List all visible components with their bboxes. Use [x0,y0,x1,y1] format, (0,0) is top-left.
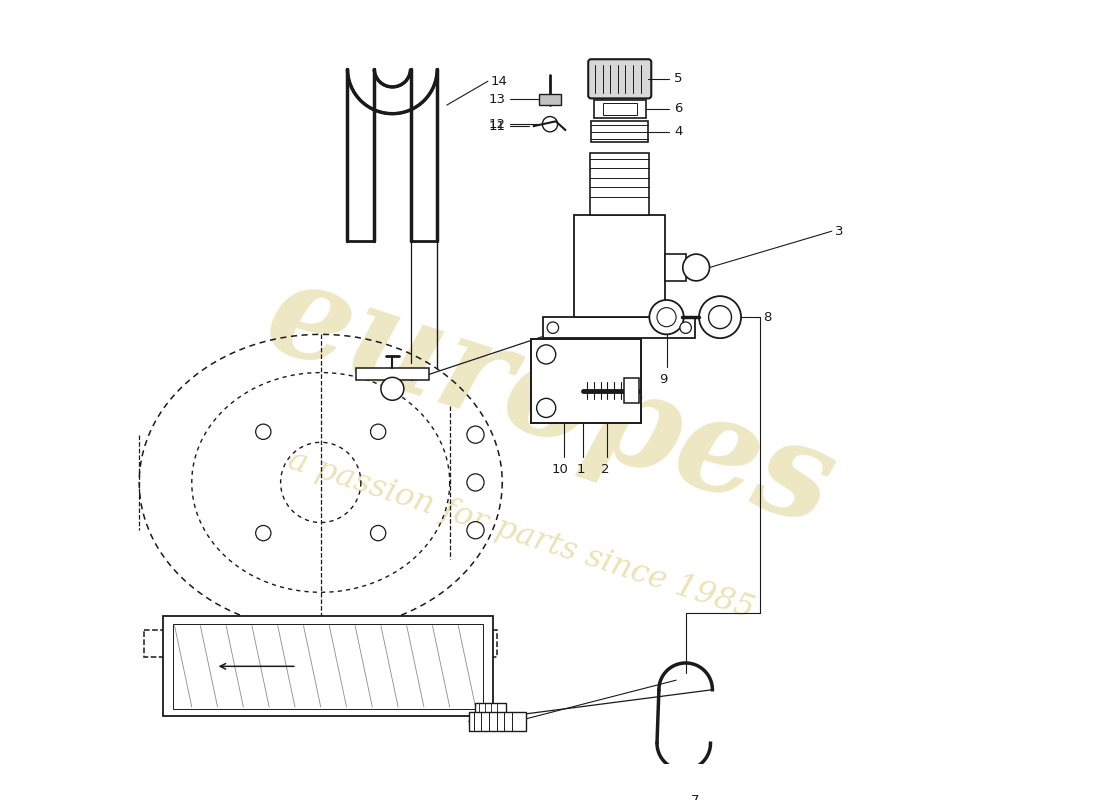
Text: 12: 12 [488,118,505,130]
Circle shape [649,300,684,334]
Bar [590,153,649,215]
Bar [543,317,695,338]
Circle shape [371,526,386,541]
Text: 3: 3 [835,225,844,238]
Circle shape [466,522,484,538]
Text: 5: 5 [674,72,683,86]
Bar [163,616,493,717]
Circle shape [255,526,271,541]
Text: 4: 4 [674,126,683,138]
Circle shape [708,306,732,329]
Circle shape [466,426,484,443]
FancyBboxPatch shape [588,59,651,98]
Text: 2: 2 [601,462,609,475]
Circle shape [381,378,404,400]
Bar [531,339,641,423]
Circle shape [537,345,556,364]
Circle shape [657,308,676,326]
Text: 11: 11 [488,119,505,133]
Bar [664,254,685,281]
Bar [624,378,639,403]
Bar [469,712,526,731]
Circle shape [547,322,559,334]
Text: 13: 13 [488,93,505,106]
Bar [356,368,429,380]
Text: 8: 8 [763,310,771,324]
Polygon shape [569,333,613,345]
Bar [594,100,646,118]
Text: europes: europes [251,249,849,554]
Bar [574,215,664,317]
Bar [603,103,637,114]
Text: 14: 14 [491,74,507,88]
Circle shape [255,424,271,439]
Circle shape [683,254,710,281]
Bar [591,122,648,142]
Text: 7: 7 [691,794,698,800]
Circle shape [371,424,386,439]
Bar [144,630,497,658]
Bar [173,624,483,709]
Circle shape [537,398,556,418]
Text: 9: 9 [659,373,668,386]
Circle shape [680,322,692,334]
Text: 10: 10 [552,462,569,475]
Text: 1: 1 [576,462,585,475]
Text: 6: 6 [674,102,683,115]
Text: a passion for parts since 1985: a passion for parts since 1985 [284,445,758,625]
Circle shape [542,117,558,132]
Circle shape [466,474,484,491]
Bar [539,94,561,105]
Circle shape [698,296,741,338]
Bar [475,703,506,720]
